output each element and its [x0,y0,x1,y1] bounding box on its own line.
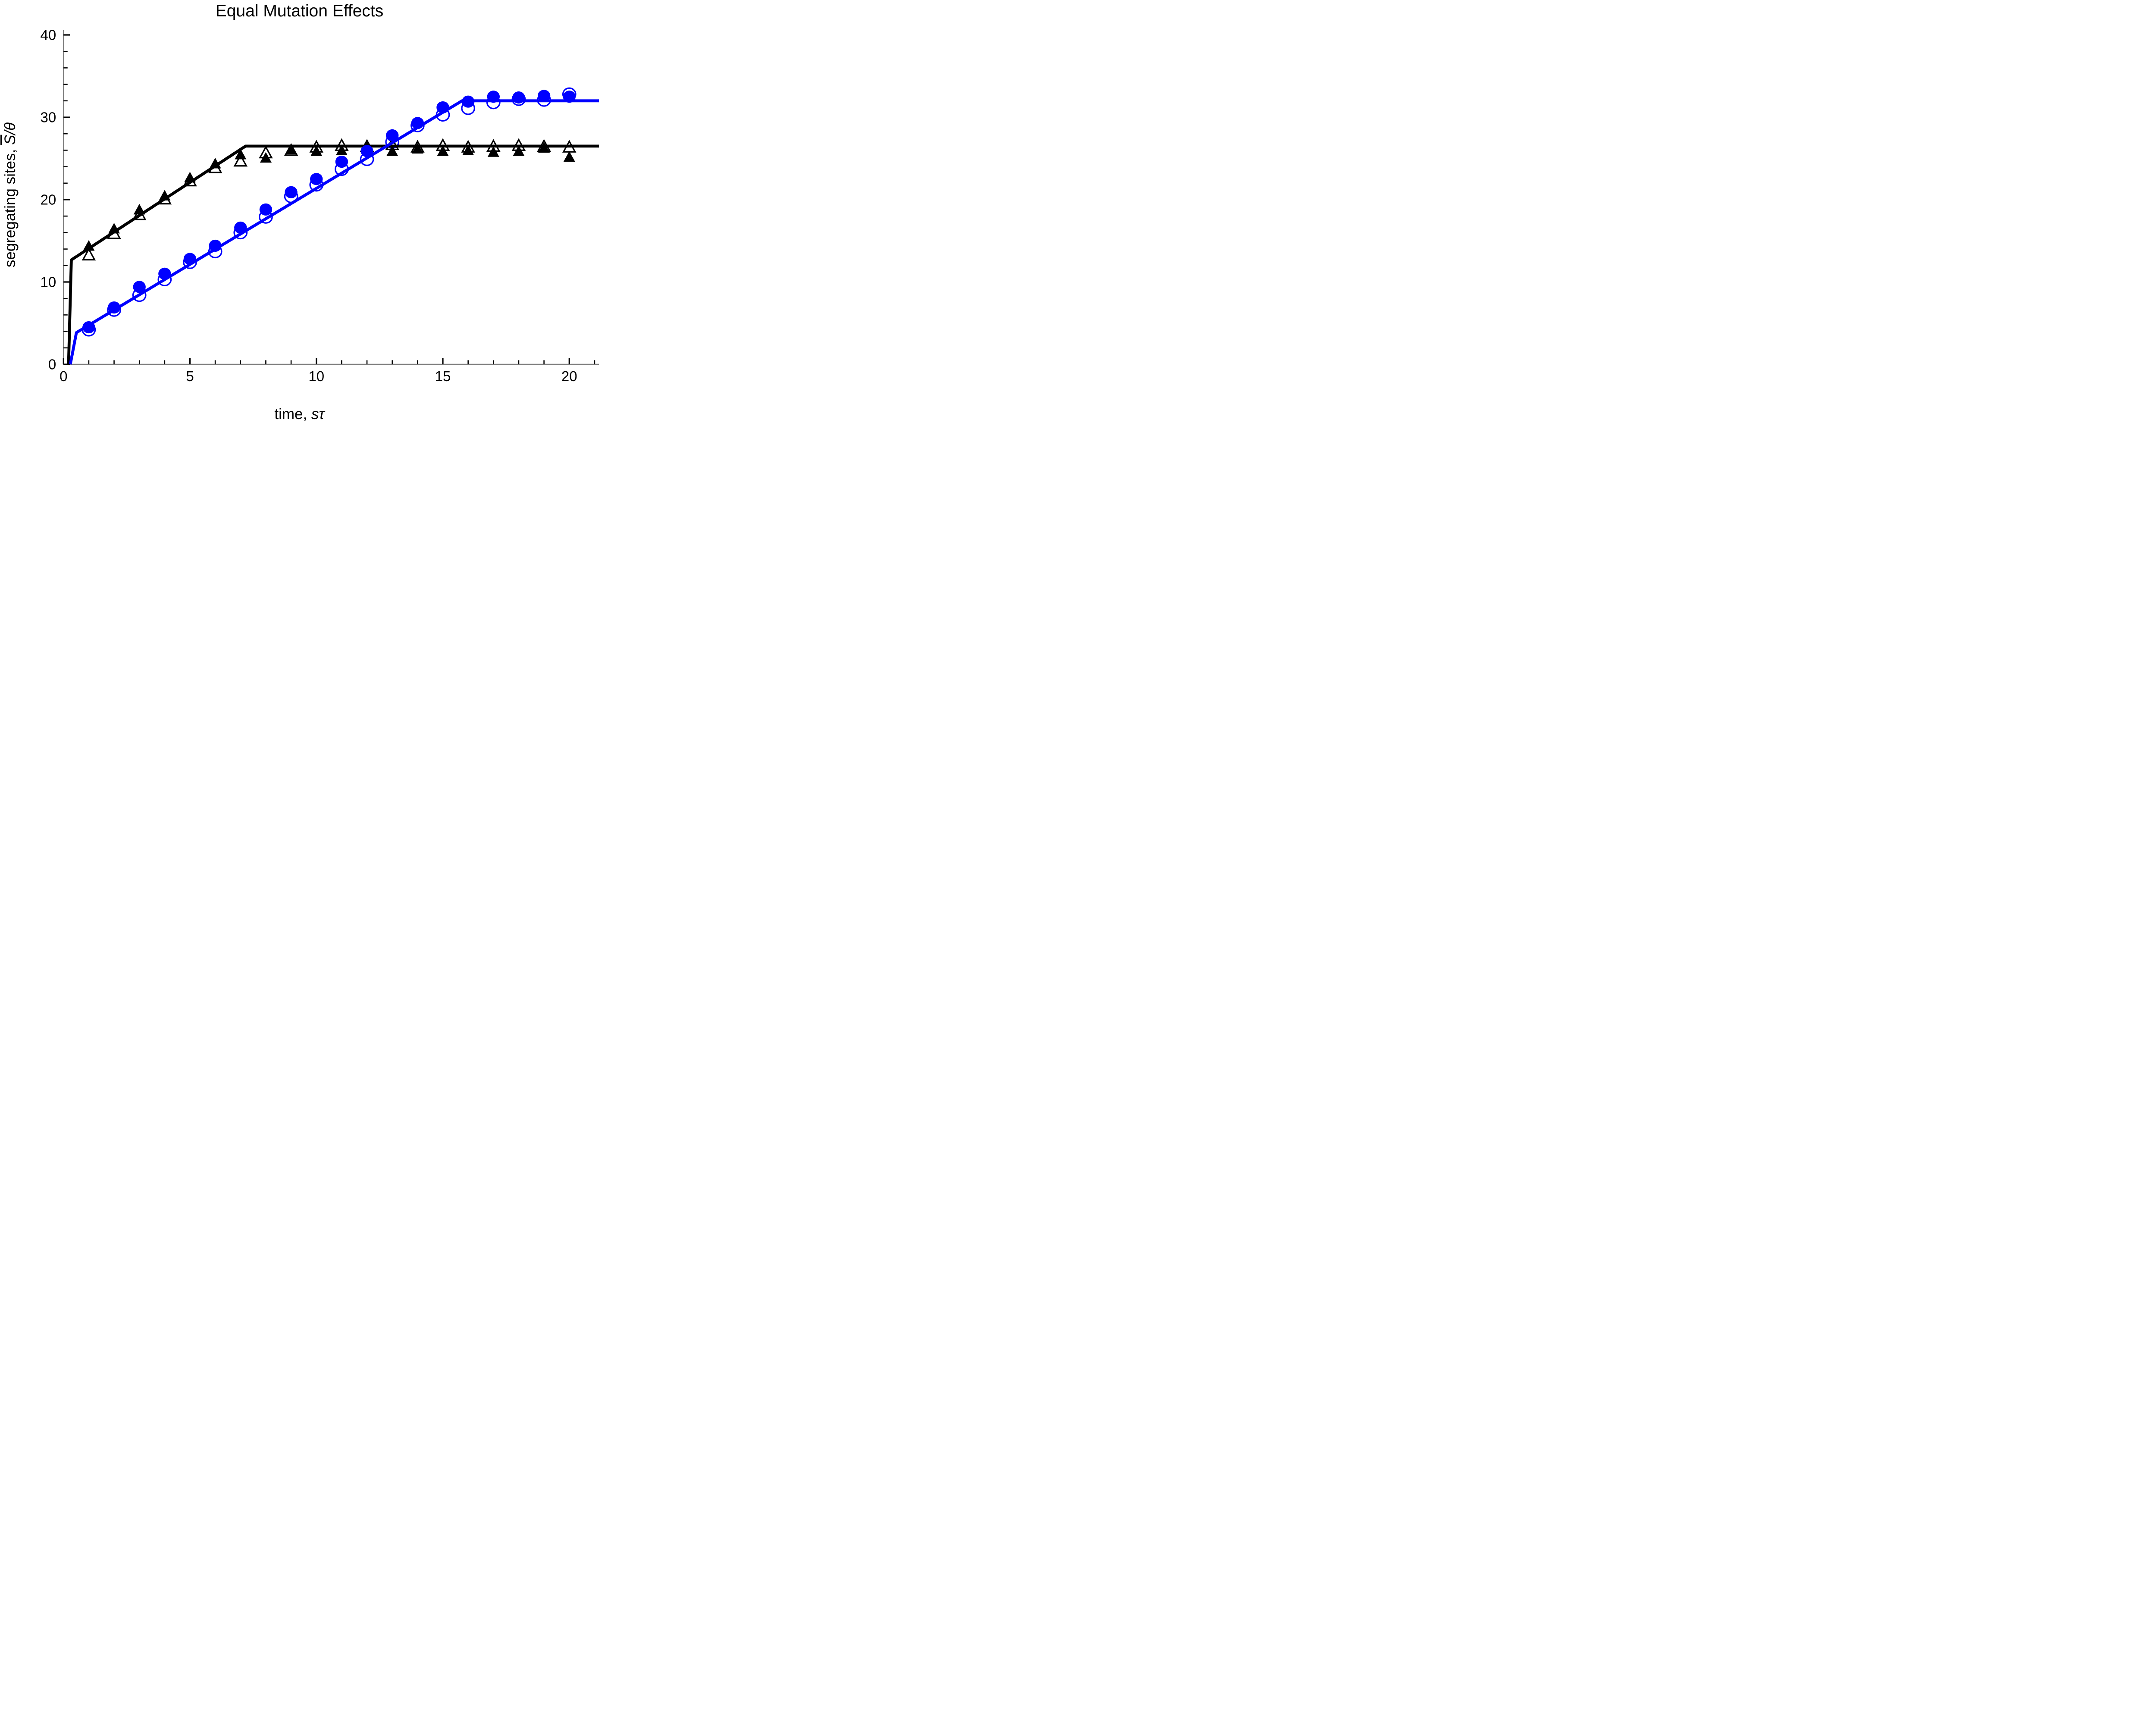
x-tick-label: 5 [186,368,194,384]
y-axis-label-symbol-theta: /θ [2,122,19,135]
theory-line [67,144,599,365]
filled-circle-marker [512,91,525,104]
filled-triangle-marker [235,148,247,160]
chart-title: Equal Mutation Effects [215,2,384,20]
x-tick-label: 0 [60,368,67,384]
open-triangle-marker [233,153,248,167]
y-axis-label: segregating sites, S/θ [2,122,19,267]
y-axis-label-text: segregating sites, [2,145,19,268]
filled-triangle-marker [411,143,423,154]
x-tick-label: 15 [435,368,451,384]
filled-circle-marker [360,145,373,157]
chart-figure: Equal Mutation Effects segregating sites… [0,0,599,428]
filled-triangle-marker [83,240,95,251]
y-axis-label-symbol-S: S [2,135,19,145]
filled-circle-marker [209,239,222,252]
filled-triangle-marker [437,145,449,156]
filled-triangle-marker [513,145,525,156]
filled-circle-marker [537,90,551,102]
filled-circle-marker [133,281,146,293]
filled-circle-marker [411,117,424,129]
y-tick-label: 30 [41,110,56,125]
y-tick-label: 20 [41,192,56,208]
x-axis-label: time, sτ [0,406,599,423]
filled-triangle-marker [209,157,221,169]
filled-triangle-marker [285,144,297,154]
filled-triangle-marker [133,204,145,215]
filled-circle-marker [183,253,197,265]
theory-line [69,99,599,365]
filled-circle-marker [234,221,247,234]
filled-triangle-marker [108,222,120,234]
y-tick-label: 10 [41,274,56,290]
filled-circle-marker [107,301,121,314]
filled-circle-marker [461,95,475,108]
filled-triangle-marker [462,144,474,155]
filled-triangle-marker [538,142,550,153]
filled-circle-marker [386,129,399,142]
filled-circle-marker [563,91,576,103]
filled-circle-marker [285,186,298,198]
y-tick-label: 40 [41,27,56,43]
filled-circle-marker [335,156,348,168]
x-axis-label-symbol-stau: sτ [311,406,325,423]
plot-area: 0 5 10 15 20 0 10 20 30 40 [41,27,599,384]
filled-circle-marker [310,173,323,185]
open-triangle-marker [81,247,96,261]
filled-triangle-marker [159,190,171,200]
filled-circle-marker [436,101,449,114]
filled-triangle-marker [310,145,323,156]
filled-triangle-marker [335,144,348,155]
x-tick-label: 10 [308,368,324,384]
filled-triangle-marker [386,145,398,156]
y-tick-label: 0 [48,357,56,373]
filled-triangle-marker [563,151,575,162]
filled-circle-marker [82,321,95,334]
filled-circle-marker [259,203,273,216]
filled-triangle-marker [487,146,499,157]
filled-circle-marker [487,91,500,103]
filled-circle-marker [158,267,171,280]
x-axis-label-text: time, [274,406,311,423]
filled-triangle-marker [260,152,272,163]
x-tick-label: 20 [561,368,577,384]
filled-triangle-marker [184,172,196,182]
